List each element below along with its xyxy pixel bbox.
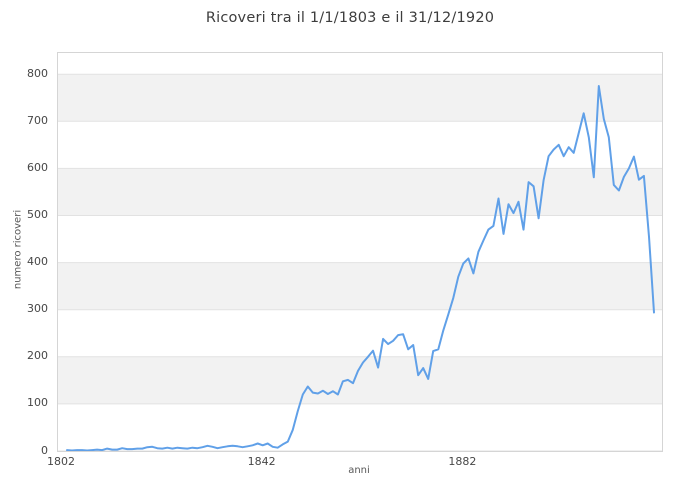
y-tick-label: 600 <box>27 160 48 174</box>
y-axis-title: numero ricoveri <box>12 209 24 290</box>
y-tick-label: 700 <box>27 113 48 127</box>
y-tick-label: 400 <box>27 255 48 269</box>
plot-canvas <box>58 73 662 451</box>
grid-band <box>58 168 662 216</box>
y-tick-label: 500 <box>27 207 48 221</box>
y-tick-label: 100 <box>27 396 48 410</box>
y-tick-label: 800 <box>27 66 48 80</box>
plot-area[interactable] <box>57 52 663 452</box>
y-tick-label: 0 <box>41 443 48 457</box>
y-tick-label: 200 <box>27 349 48 363</box>
x-tick-label: 1842 <box>247 455 276 468</box>
grid-band <box>58 262 662 310</box>
data-line <box>66 85 655 451</box>
grid-band <box>58 74 662 122</box>
grid-band <box>58 356 662 404</box>
x-axis-title: anni <box>348 465 370 476</box>
chart-title: Ricoveri tra il 1/1/1803 e il 31/12/1920 <box>205 10 495 26</box>
x-tick-label: 1882 <box>448 455 477 468</box>
y-tick-label: 300 <box>27 302 48 316</box>
x-tick-label: 1802 <box>47 455 75 468</box>
